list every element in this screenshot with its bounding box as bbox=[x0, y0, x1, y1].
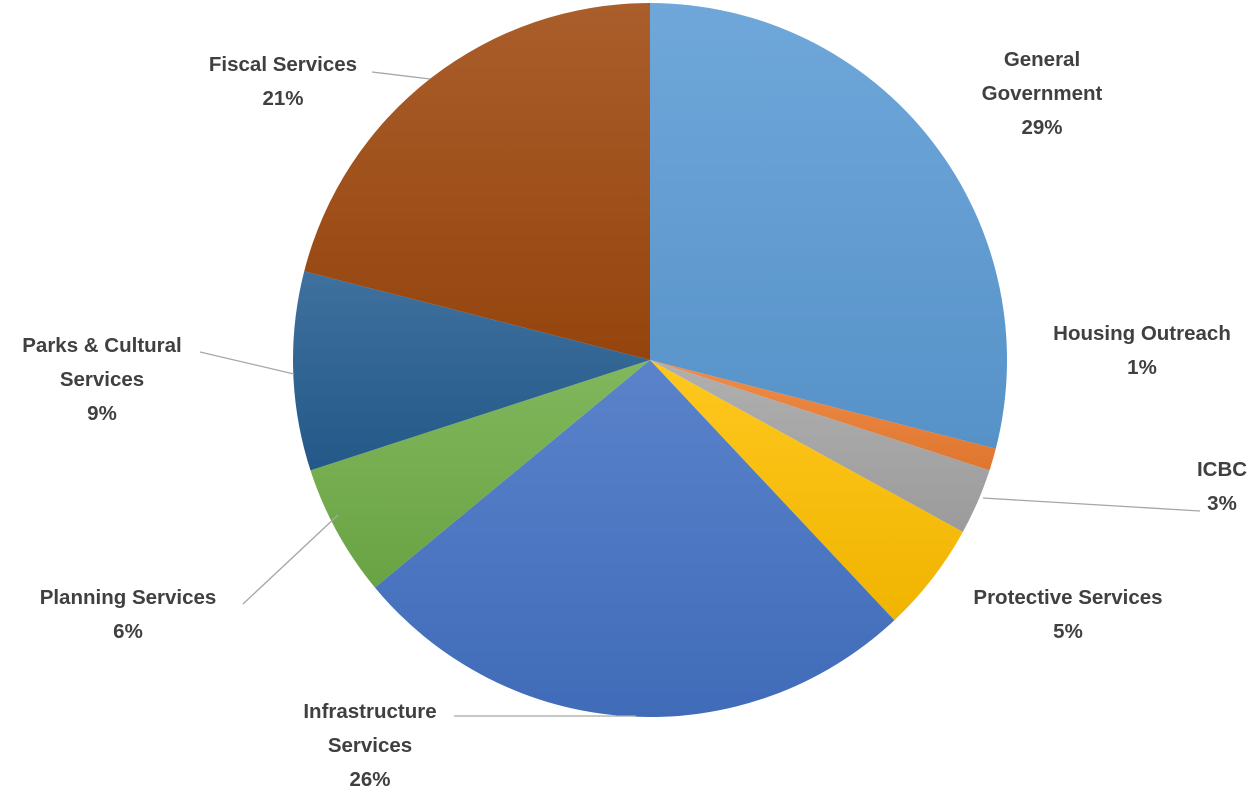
data-label-percent: 29% bbox=[1021, 116, 1062, 139]
data-label-icbc: ICBC 3% bbox=[1197, 458, 1247, 515]
data-label-planning-services: Planning Services 6% bbox=[40, 586, 217, 643]
data-label-percent: 21% bbox=[262, 87, 303, 110]
data-label-percent: 9% bbox=[87, 402, 117, 425]
data-label-fiscal-services: Fiscal Services 21% bbox=[209, 53, 357, 110]
slice-planning-services bbox=[310, 360, 650, 588]
leader-line-icbc bbox=[982, 497, 1201, 512]
leader-line-fiscal-services bbox=[371, 71, 431, 80]
data-label-category: Fiscal Services bbox=[209, 53, 357, 76]
data-label-percent: 3% bbox=[1207, 492, 1237, 515]
data-label-general-government: General Government 29% bbox=[982, 48, 1103, 139]
data-label-category: Government bbox=[982, 82, 1103, 105]
slice-housing-outreach bbox=[650, 360, 996, 471]
pie-slices bbox=[293, 3, 1007, 718]
slice-infrastructure-services bbox=[374, 360, 895, 718]
data-label-percent: 6% bbox=[113, 620, 143, 643]
data-label-infrastructure-services: Infrastructure Services 26% bbox=[303, 700, 436, 791]
data-label-category: Services bbox=[60, 368, 144, 391]
data-label-category: Planning Services bbox=[40, 586, 217, 609]
slice-protective-services bbox=[650, 360, 963, 621]
slice-fiscal-services bbox=[304, 3, 650, 360]
data-label-percent: 1% bbox=[1127, 356, 1157, 379]
slice-icbc bbox=[650, 360, 990, 532]
data-label-category: Housing Outreach bbox=[1053, 322, 1231, 345]
data-label-housing-outreach: Housing Outreach 1% bbox=[1053, 322, 1231, 379]
leader-lines bbox=[199, 71, 1201, 717]
data-label-percent: 26% bbox=[349, 768, 390, 791]
data-label-category: Protective Services bbox=[973, 586, 1162, 609]
data-label-percent: 5% bbox=[1053, 620, 1083, 643]
leader-line-parks-and-cultural-services bbox=[199, 351, 295, 375]
data-label-category: Parks & Cultural bbox=[22, 334, 182, 357]
data-label-parks-and-cultural-services: Parks & Cultural Services 9% bbox=[22, 334, 182, 425]
data-label-category: Services bbox=[328, 734, 412, 757]
data-label-category: ICBC bbox=[1197, 458, 1247, 481]
data-labels: General Government 29% Housing Outreach 1% IC… bbox=[22, 48, 1247, 791]
data-label-category: General bbox=[1004, 48, 1080, 71]
slice-parks-and-cultural-services bbox=[293, 271, 650, 471]
leader-line-planning-services bbox=[242, 514, 339, 605]
data-label-protective-services: Protective Services 5% bbox=[973, 586, 1162, 643]
slice-general-government bbox=[650, 3, 1007, 449]
data-label-category: Infrastructure bbox=[303, 700, 436, 723]
